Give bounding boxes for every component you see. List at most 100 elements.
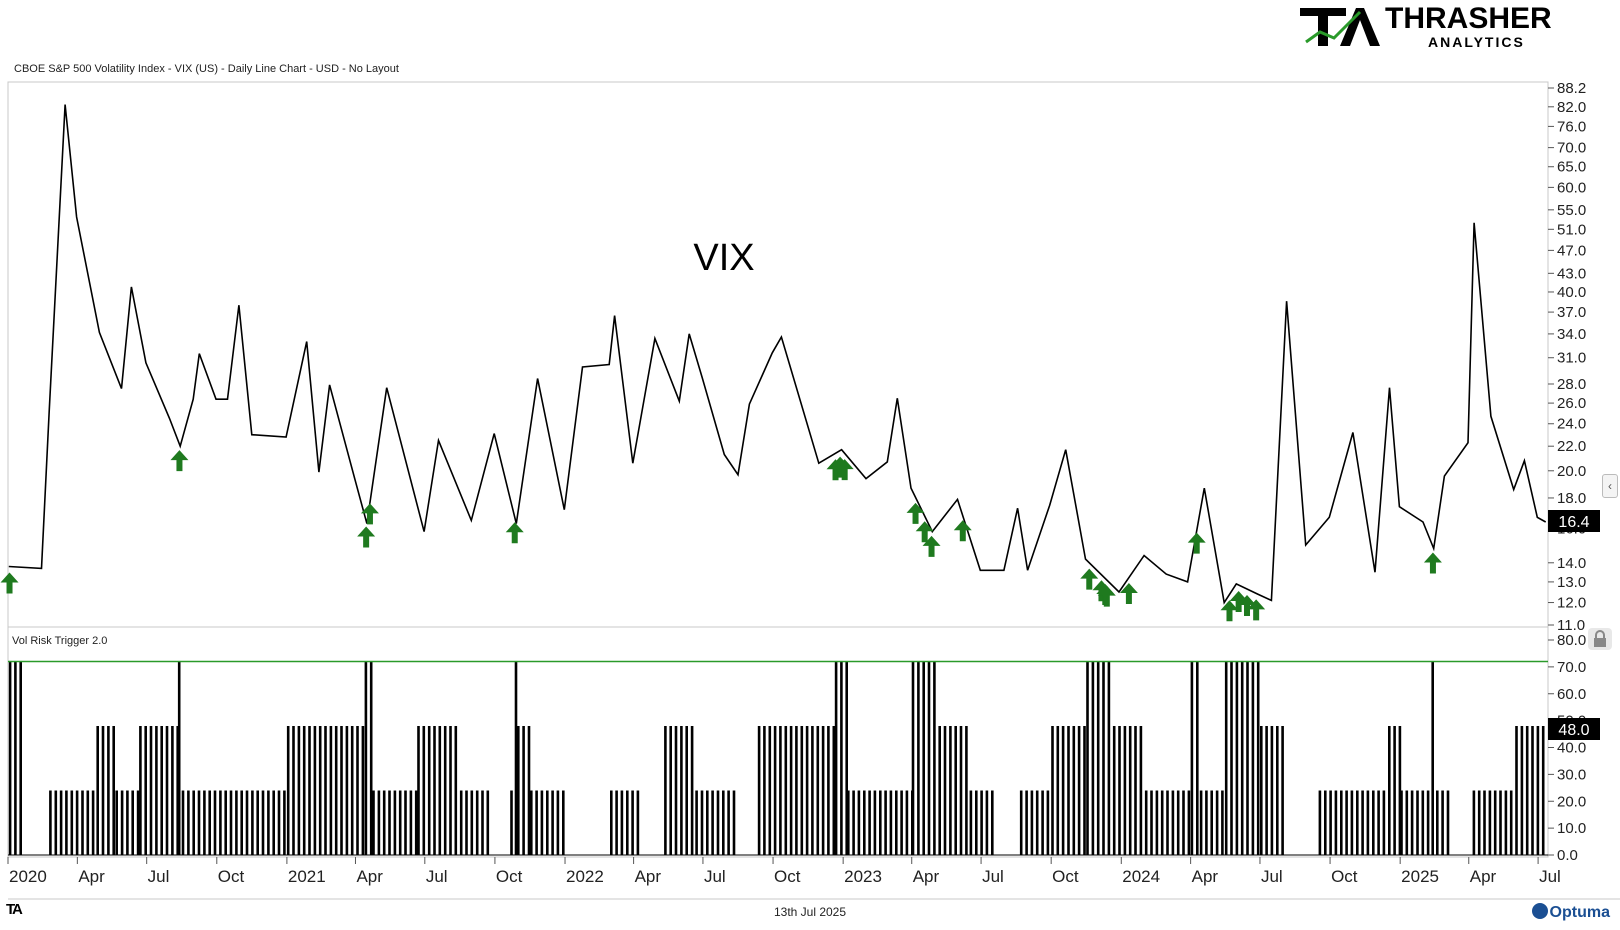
indicator-bar [192, 790, 195, 855]
indicator-bar [1405, 790, 1409, 855]
indicator-bar [922, 661, 925, 855]
indicator-bar [81, 790, 84, 855]
indicator-bar [805, 726, 809, 855]
indicator-bar [1230, 661, 1233, 855]
indicator-bar [187, 790, 190, 855]
indicator-bar [811, 726, 814, 855]
signal-arrow-icon [1229, 590, 1248, 612]
indicator-bar [1531, 726, 1534, 855]
indicator-bar [895, 790, 898, 855]
vix-y-tick-label: 31.0 [1557, 350, 1586, 367]
indicator-bar [1421, 790, 1425, 855]
x-tick-label: Apr [635, 867, 662, 886]
indicator-bar [827, 726, 830, 855]
indicator-bar [197, 790, 201, 855]
indicator-bar [917, 661, 920, 855]
indicator-bar [176, 726, 179, 855]
indicator-bar [845, 661, 848, 855]
indicator-bar [1276, 726, 1279, 855]
indicator-bar [768, 726, 772, 855]
indicator-bar [664, 726, 667, 855]
indicator-bar [1436, 790, 1439, 855]
indicator-bar [680, 726, 683, 855]
indicator-bar [1356, 790, 1359, 855]
indicator-bar [1235, 661, 1239, 855]
indicator-bar [19, 661, 22, 855]
vix-y-tick-label: 40.0 [1557, 284, 1586, 301]
x-tick-label: Jul [1539, 867, 1561, 886]
indicator-bar [313, 726, 317, 855]
indicator-bar [1393, 726, 1396, 855]
vix-last-value-tag: 16.4 [1548, 510, 1600, 532]
indicator-bar [388, 790, 391, 855]
indicator-bar [620, 790, 624, 855]
indicator-bar [857, 790, 861, 855]
x-tick-label: Jul [426, 867, 448, 886]
chevron-left-icon[interactable]: ‹ [1602, 474, 1618, 498]
vix-series-line [8, 104, 1547, 605]
indicator-bar [369, 661, 373, 855]
indicator-bar [86, 790, 90, 855]
indicator-bar [1493, 790, 1497, 855]
indicator-bar [470, 790, 474, 855]
indicator-last-value: 48.0 [1558, 722, 1589, 739]
x-tick-label: 2021 [288, 867, 326, 886]
indicator-bar [784, 726, 788, 855]
indicator-bar [1536, 726, 1540, 855]
vix-y-axis: 88.2 82.0 76.0 70.0 65.0 60.0 55.0 51.0 47.0 43.0… [1548, 80, 1586, 634]
indicator-bar [1051, 726, 1054, 855]
lock-icon[interactable] [1588, 628, 1612, 650]
indicator-bar [510, 790, 513, 855]
indicator-bar [245, 790, 249, 855]
indicator-bar [873, 790, 877, 855]
indicator-bar [283, 790, 286, 855]
indicator-bar [1246, 661, 1249, 855]
indicator-bar [256, 790, 259, 855]
indicator-bar [1123, 726, 1127, 855]
indicator-bar [372, 790, 375, 855]
x-tick-label: Oct [774, 867, 801, 886]
indicator-y-tick-label: 60.0 [1557, 686, 1586, 703]
indicator-bar [1377, 790, 1380, 855]
vix-y-tick-label: 55.0 [1557, 202, 1586, 219]
chart-header-title: CBOE S&P 500 Volatility Index - VIX (US)… [14, 63, 399, 75]
vix-y-tick-label: 82.0 [1557, 99, 1586, 116]
vix-panel-border [7, 81, 1549, 628]
indicator-bar [863, 790, 866, 855]
indicator-bar [816, 726, 820, 855]
indicator-bar [292, 726, 295, 855]
indicator-bar [165, 726, 169, 855]
vix-y-tick-label: 43.0 [1557, 265, 1586, 282]
vix-y-tick-label: 65.0 [1557, 159, 1586, 176]
indicator-bar [626, 790, 629, 855]
indicator-bar [481, 790, 484, 855]
signal-arrows [0, 450, 1442, 622]
indicator-bar [1388, 726, 1391, 855]
x-tick-label: Jul [704, 867, 726, 886]
logo-big-text: THRASHER [1385, 2, 1552, 35]
signal-arrow-icon [357, 526, 376, 548]
signal-arrow-icon [1119, 583, 1138, 605]
indicator-bar [773, 726, 777, 855]
indicator-y-tick-label: 70.0 [1557, 659, 1586, 676]
indicator-bar [136, 790, 140, 855]
indicator-bar [297, 726, 301, 855]
indicator-bar [821, 726, 825, 855]
indicator-title: Vol Risk Trigger 2.0 [12, 635, 107, 647]
vix-y-tick-label: 14.0 [1557, 555, 1586, 572]
indicator-bar [1041, 790, 1044, 855]
indicator-bar [1334, 790, 1338, 855]
indicator-bar [1118, 726, 1121, 855]
indicator-bar [208, 790, 211, 855]
indicator-bar [695, 790, 698, 855]
indicator-bar [1256, 661, 1260, 855]
vix-y-tick-label: 11.0 [1557, 617, 1585, 634]
indicator-bar [1345, 790, 1348, 855]
x-tick-label: 2022 [566, 867, 604, 886]
indicator-bar [1144, 790, 1148, 855]
indicator-y-tick-label: 20.0 [1557, 793, 1586, 810]
indicator-bar [203, 790, 206, 855]
indicator-bar [1509, 790, 1513, 855]
indicator-bar [991, 790, 994, 855]
vix-y-tick-label: 51.0 [1557, 221, 1586, 238]
